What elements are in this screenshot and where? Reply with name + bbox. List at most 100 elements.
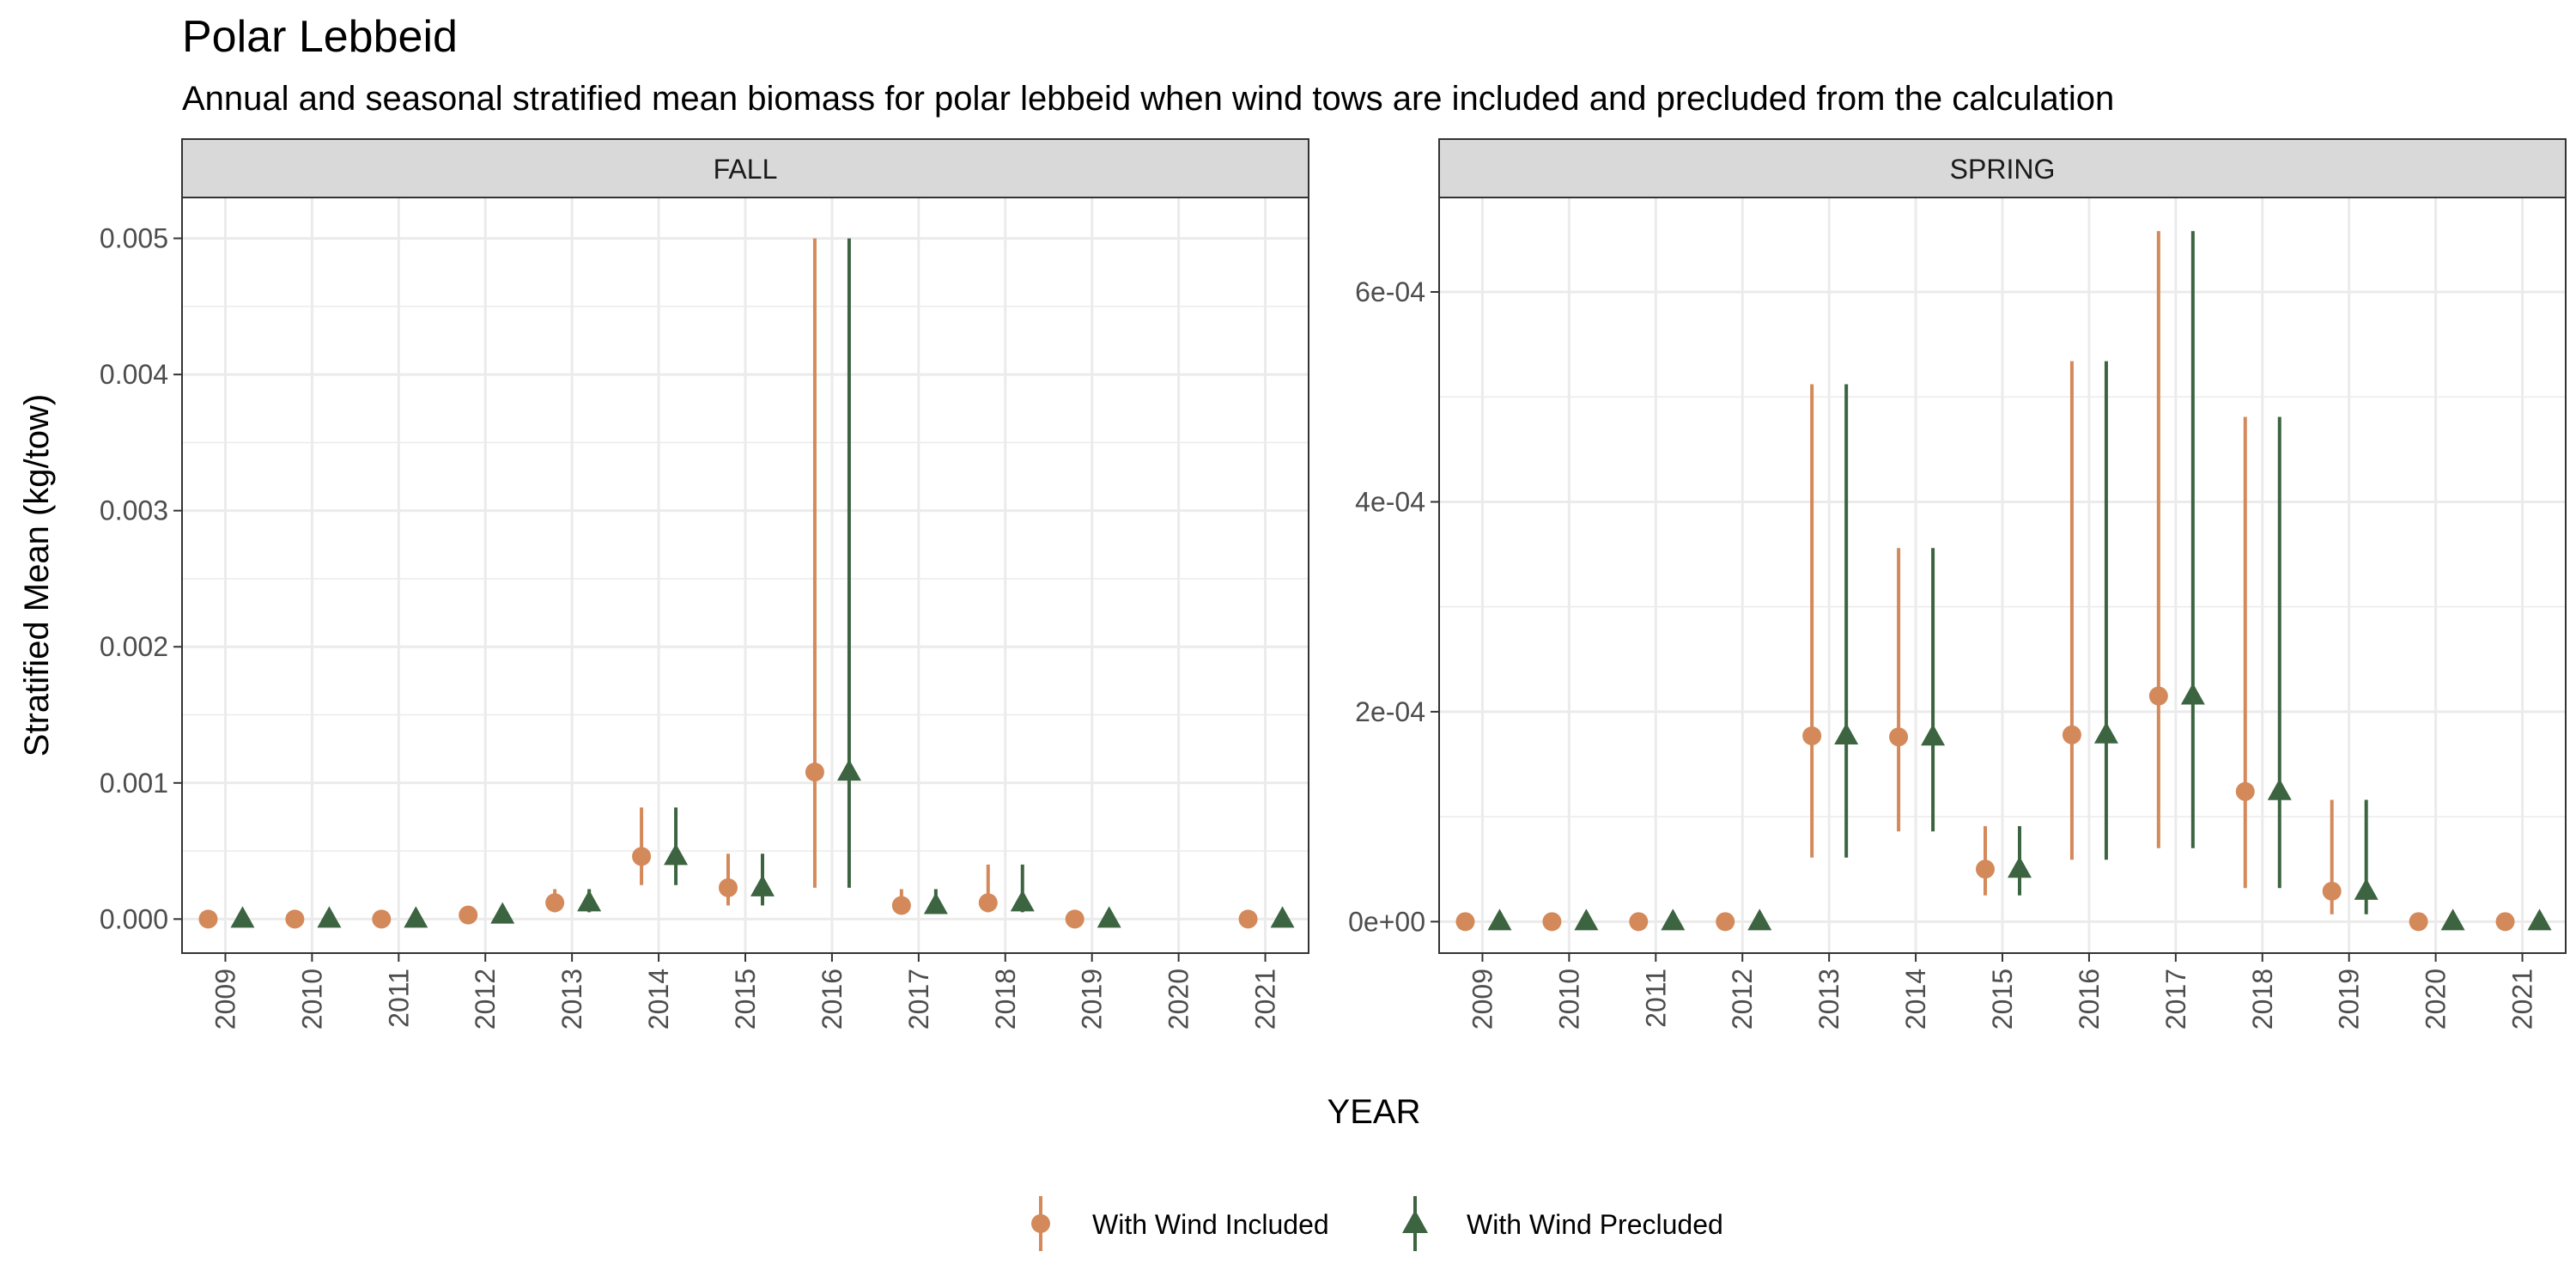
x-tick-label: 2021: [1250, 969, 1281, 1030]
panel-fall-strip: [181, 138, 1309, 198]
data-point: [404, 906, 428, 928]
data-point: [891, 896, 911, 915]
panel-fall-strip-label: FALL: [714, 154, 778, 185]
x-tick-label: 2015: [730, 969, 761, 1030]
x-tick-label: 2010: [296, 969, 327, 1030]
data-point: [372, 909, 392, 929]
x-axis-title: YEAR: [1327, 1093, 1421, 1131]
data-point: [2495, 912, 2515, 932]
data-point: [2409, 912, 2428, 932]
data-point: [1921, 724, 1946, 746]
panel-fall-border: [181, 197, 1309, 954]
data-point: [1661, 908, 1686, 931]
data-point: [719, 878, 738, 897]
data-point: [1238, 909, 1258, 929]
panel-spring-strip: [1438, 138, 2567, 198]
data-point: [2062, 725, 2081, 744]
data-point: [1976, 860, 1995, 879]
data-point: [1097, 906, 1121, 928]
panel-fall: FALL 0.000 0.001 0.002 0.003 0.004 0.005 2009 20…: [100, 138, 1309, 1030]
x-tick-label: 2010: [1553, 969, 1584, 1030]
data-point: [750, 874, 775, 896]
legend-item-precluded: With Wind Precluded: [1402, 1196, 1723, 1251]
data-point: [459, 905, 478, 925]
data-point: [2440, 908, 2465, 931]
y-tick-label: 0.003: [100, 495, 168, 526]
data-point: [2527, 908, 2552, 931]
data-point: [2180, 683, 2205, 705]
y-tick-label: 6e-04: [1355, 276, 1425, 307]
data-point: [198, 909, 218, 929]
y-tick-label: 0.002: [100, 631, 168, 662]
data-point: [230, 906, 255, 928]
data-point: [490, 902, 515, 924]
x-tick-label: 2019: [1077, 969, 1108, 1030]
data-point: [1802, 726, 1822, 745]
legend-item-included: With Wind Included: [1031, 1196, 1329, 1251]
chart-title: Polar Lebbeid: [182, 12, 458, 62]
x-tick-label: 2016: [817, 969, 848, 1030]
data-point: [1834, 723, 1859, 744]
data-point: [2235, 781, 2255, 801]
data-point: [1010, 890, 1035, 912]
panel-spring-border: [1438, 197, 2567, 954]
data-point: [545, 893, 565, 913]
data-point: [1889, 727, 1909, 747]
data-point: [2322, 881, 2342, 901]
x-tick-label: 2019: [2334, 969, 2365, 1030]
x-tick-label: 2009: [1467, 969, 1498, 1030]
data-point: [2148, 686, 2168, 706]
y-tick-label: 0.000: [100, 903, 168, 934]
data-point: [317, 906, 342, 928]
data-point: [1487, 908, 1512, 931]
legend-label: With Wind Precluded: [1467, 1209, 1723, 1240]
legend-key-triangle: [1402, 1210, 1428, 1233]
x-tick-label: 2013: [1814, 969, 1844, 1030]
x-tick-label: 2020: [2421, 969, 2451, 1030]
panel-spring: SPRING 0e+00 2e-04 4e-04 6e-04 2009 2010 2011 20…: [1348, 138, 2567, 1030]
x-tick-label: 2020: [1163, 969, 1194, 1030]
x-tick-label: 2011: [383, 969, 414, 1028]
data-point: [632, 847, 652, 866]
chart-subtitle: Annual and seasonal stratified mean biom…: [182, 80, 2114, 118]
data-point: [978, 893, 998, 913]
x-tick-label: 2012: [470, 969, 501, 1030]
data-point: [285, 909, 305, 929]
panel-fall-series-precluded: [230, 238, 1295, 928]
data-point: [1716, 912, 1735, 932]
x-tick-label: 2016: [2074, 969, 2105, 1030]
x-tick-label: 2018: [2247, 969, 2278, 1030]
y-tick-label: 0.004: [100, 359, 168, 390]
data-point: [2008, 856, 2032, 878]
panel-fall-series-included: [198, 238, 1258, 929]
data-point: [2093, 721, 2118, 744]
panel-spring-strip-label: SPRING: [1950, 154, 2056, 185]
x-tick-label: 2014: [1900, 969, 1931, 1030]
data-point: [1065, 909, 1084, 929]
panels-group: FALL 0.000 0.001 0.002 0.003 0.004 0.005 2009 20…: [100, 138, 2567, 1030]
y-tick-label: 0.001: [100, 768, 168, 799]
y-tick-label: 0e+00: [1348, 906, 1425, 937]
y-tick-label: 4e-04: [1355, 486, 1425, 517]
panel-spring-series-included: [1455, 231, 2515, 932]
x-tick-label: 2017: [2160, 969, 2191, 1030]
x-tick-label: 2021: [2507, 969, 2538, 1030]
y-tick-label: 2e-04: [1355, 696, 1425, 727]
data-point: [1542, 912, 1562, 932]
legend-label: With Wind Included: [1092, 1209, 1329, 1240]
data-point: [1747, 908, 1772, 931]
y-tick-label: 0.005: [100, 223, 168, 254]
x-tick-label: 2015: [1987, 969, 2018, 1030]
data-point: [836, 759, 861, 781]
data-point: [2267, 778, 2292, 800]
legend-key-circle: [1031, 1214, 1050, 1233]
data-point: [577, 890, 602, 912]
x-tick-label: 2013: [556, 969, 587, 1030]
data-point: [2354, 878, 2379, 900]
x-tick-label: 2009: [210, 969, 240, 1030]
data-point: [1574, 908, 1599, 931]
panel-spring-series-precluded: [1487, 231, 2552, 931]
data-point: [1455, 912, 1475, 932]
x-tick-label: 2012: [1727, 969, 1758, 1030]
